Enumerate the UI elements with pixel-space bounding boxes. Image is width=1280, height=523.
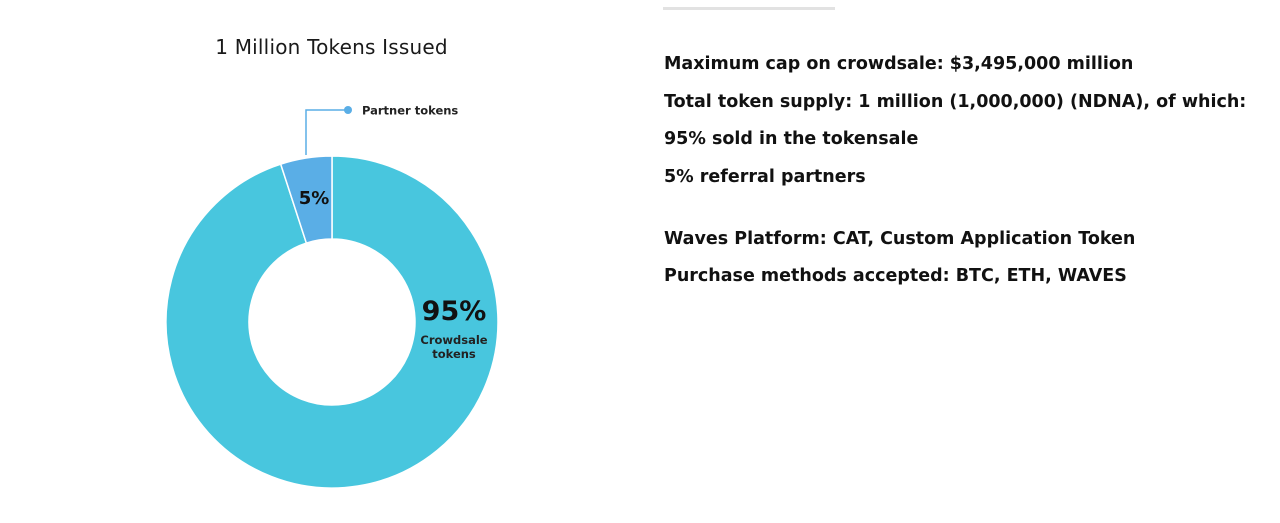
donut-slices (165, 155, 499, 489)
info-purchase-methods: Purchase methods accepted: BTC, ETH, WAV… (664, 266, 1127, 286)
legend-label-partner: Partner tokens (362, 104, 458, 118)
slice-name-label-crowdsale-line1: Crowdsale (420, 333, 487, 347)
callout-dot (344, 106, 352, 114)
value-labels: 95% Crowdsale tokens 5% (299, 188, 488, 361)
info-sold-in-tokensale: 95% sold in the tokensale (664, 129, 919, 149)
info-referral-partners: 5% referral partners (664, 167, 866, 187)
slice-name-label-crowdsale-line2: tokens (432, 347, 476, 361)
slice-partner (279, 155, 333, 245)
partner-callout: Partner tokens (305, 104, 458, 155)
info-platform: Waves Platform: CAT, Custom Application … (664, 229, 1136, 249)
top-divider (663, 7, 835, 10)
info-total-supply: Total token supply: 1 million (1,000,000… (664, 92, 1247, 112)
donut-chart: Partner tokens 95% Crowdsale tokens 5% (165, 104, 499, 489)
slice-crowdsale (165, 155, 499, 489)
info-max-cap: Maximum cap on crowdsale: $3,495,000 mil… (664, 54, 1134, 74)
callout-leader-line (305, 109, 347, 155)
slice-value-label-partner: 5% (299, 188, 330, 209)
chart-title: 1 Million Tokens Issued (215, 35, 448, 59)
slice-value-label-crowdsale: 95% (422, 296, 487, 327)
